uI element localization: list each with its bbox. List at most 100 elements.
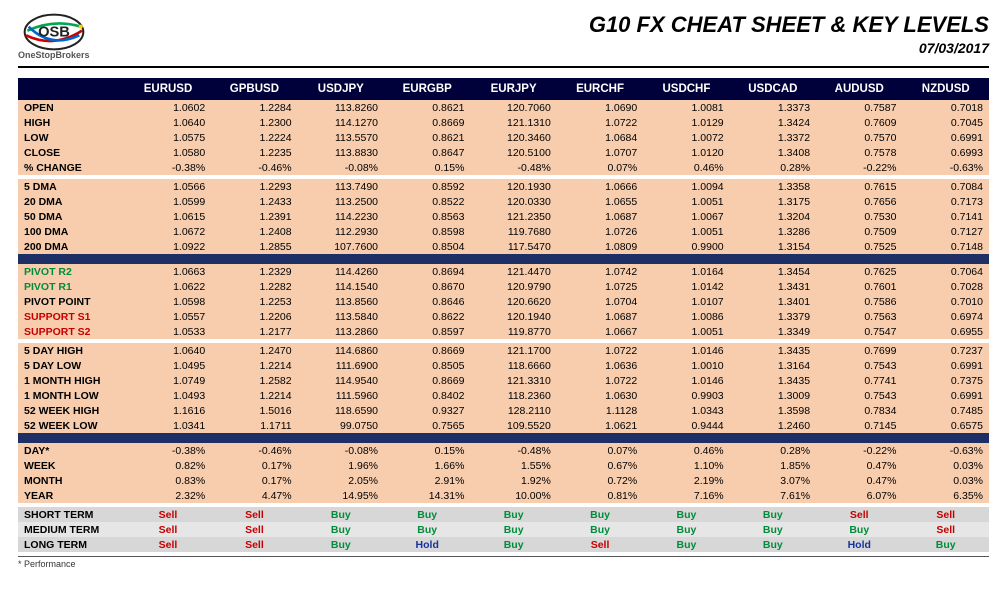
- row-label: 100 DMA: [18, 224, 125, 239]
- cell: 1.0343: [643, 403, 729, 418]
- table-row: 20 DMA1.05991.2433113.25000.8522120.0330…: [18, 194, 989, 209]
- cell: 1.2224: [211, 130, 297, 145]
- row-label: PIVOT R1: [18, 279, 125, 294]
- cell: 1.2282: [211, 279, 297, 294]
- footnote: * Performance: [18, 556, 989, 569]
- logo-icon: OSB: [19, 12, 89, 52]
- cell: 1.0081: [643, 100, 729, 115]
- table-row: WEEK0.82%0.17%1.96%1.66%1.55%0.67%1.10%1…: [18, 458, 989, 473]
- cell: 1.0630: [557, 388, 643, 403]
- cell: 0.83%: [125, 473, 211, 488]
- cell: 1.0722: [557, 115, 643, 130]
- cell: 121.3310: [470, 373, 556, 388]
- table-row: DAY*-0.38%-0.46%-0.08%0.15%-0.48%0.07%0.…: [18, 443, 989, 458]
- section-separator: [18, 433, 989, 443]
- cell: -0.63%: [902, 443, 989, 458]
- cell: Buy: [730, 537, 816, 552]
- row-label: 5 DAY HIGH: [18, 343, 125, 358]
- cell: 0.8522: [384, 194, 470, 209]
- table-row: 52 WEEK LOW1.03411.171199.07500.7565109.…: [18, 418, 989, 433]
- row-label: MONTH: [18, 473, 125, 488]
- cell: 0.7543: [816, 388, 902, 403]
- row-label: YEAR: [18, 488, 125, 503]
- row-label: 52 WEEK LOW: [18, 418, 125, 433]
- cell: 0.8669: [384, 373, 470, 388]
- cell: 0.9900: [643, 239, 729, 254]
- row-label: SUPPORT S1: [18, 309, 125, 324]
- cell: 1.0809: [557, 239, 643, 254]
- logo: OSB OneStopBrokers: [18, 12, 90, 60]
- cell: 1.0493: [125, 388, 211, 403]
- cell: 113.8260: [298, 100, 384, 115]
- row-label: MEDIUM TERM: [18, 522, 125, 537]
- cell: Sell: [902, 522, 989, 537]
- cell: Buy: [643, 507, 729, 522]
- cell: 1.0146: [643, 343, 729, 358]
- cell: 0.7010: [902, 294, 989, 309]
- section-separator: [18, 254, 989, 264]
- table-row: 50 DMA1.06151.2391114.22300.8563121.2350…: [18, 209, 989, 224]
- cell: 0.9444: [643, 418, 729, 433]
- cell: 120.9790: [470, 279, 556, 294]
- cell: 0.81%: [557, 488, 643, 503]
- cell: 0.28%: [730, 443, 816, 458]
- cell: 1.0602: [125, 100, 211, 115]
- cell: 1.3286: [730, 224, 816, 239]
- cell: 1.0086: [643, 309, 729, 324]
- cell: 0.7045: [902, 115, 989, 130]
- cell: 1.0640: [125, 115, 211, 130]
- cell: -0.08%: [298, 160, 384, 175]
- cell: 1.2329: [211, 264, 297, 279]
- table-row: PIVOT POINT1.05981.2253113.85600.8646120…: [18, 294, 989, 309]
- cell: 0.8669: [384, 115, 470, 130]
- cell: 0.7563: [816, 309, 902, 324]
- cell: Buy: [470, 507, 556, 522]
- cell: 1.0663: [125, 264, 211, 279]
- cell: 0.6991: [902, 130, 989, 145]
- cell: 111.6900: [298, 358, 384, 373]
- cell: 0.7586: [816, 294, 902, 309]
- cell: 1.0142: [643, 279, 729, 294]
- cell: 1.3435: [730, 343, 816, 358]
- cell: 1.0067: [643, 209, 729, 224]
- cell: 0.7565: [384, 418, 470, 433]
- cell: 121.4470: [470, 264, 556, 279]
- cell: 1.0726: [557, 224, 643, 239]
- cell: 0.7173: [902, 194, 989, 209]
- cell: Sell: [125, 537, 211, 552]
- cell: 1.0051: [643, 324, 729, 339]
- cell: 109.5520: [470, 418, 556, 433]
- cell: 0.17%: [211, 458, 297, 473]
- cell: 1.0672: [125, 224, 211, 239]
- cell: 119.7680: [470, 224, 556, 239]
- cell: 2.05%: [298, 473, 384, 488]
- cell: 0.6974: [902, 309, 989, 324]
- cell: 0.7601: [816, 279, 902, 294]
- cell: 0.6991: [902, 358, 989, 373]
- title-block: G10 FX CHEAT SHEET & KEY LEVELS 07/03/20…: [589, 12, 989, 56]
- cell: 1.2460: [730, 418, 816, 433]
- cell: 0.8592: [384, 179, 470, 194]
- cell: Buy: [298, 522, 384, 537]
- cell: 1.3379: [730, 309, 816, 324]
- cell: 0.7543: [816, 358, 902, 373]
- cell: 1.0120: [643, 145, 729, 160]
- cell: 114.2230: [298, 209, 384, 224]
- cell: 0.7141: [902, 209, 989, 224]
- cell: 1.3349: [730, 324, 816, 339]
- cell: 0.8670: [384, 279, 470, 294]
- table-row: CLOSE1.05801.2235113.88300.8647120.51001…: [18, 145, 989, 160]
- cell: Buy: [816, 522, 902, 537]
- table-row: SUPPORT S11.05571.2206113.58400.8622120.…: [18, 309, 989, 324]
- cell: 1.0922: [125, 239, 211, 254]
- cell: Buy: [470, 537, 556, 552]
- cell: 0.7547: [816, 324, 902, 339]
- cell: 2.19%: [643, 473, 729, 488]
- cell: 1.2470: [211, 343, 297, 358]
- cell: 1.2391: [211, 209, 297, 224]
- cell: 113.2860: [298, 324, 384, 339]
- cell: 0.8504: [384, 239, 470, 254]
- cell: 99.0750: [298, 418, 384, 433]
- cell: 1.2214: [211, 358, 297, 373]
- row-label: PIVOT POINT: [18, 294, 125, 309]
